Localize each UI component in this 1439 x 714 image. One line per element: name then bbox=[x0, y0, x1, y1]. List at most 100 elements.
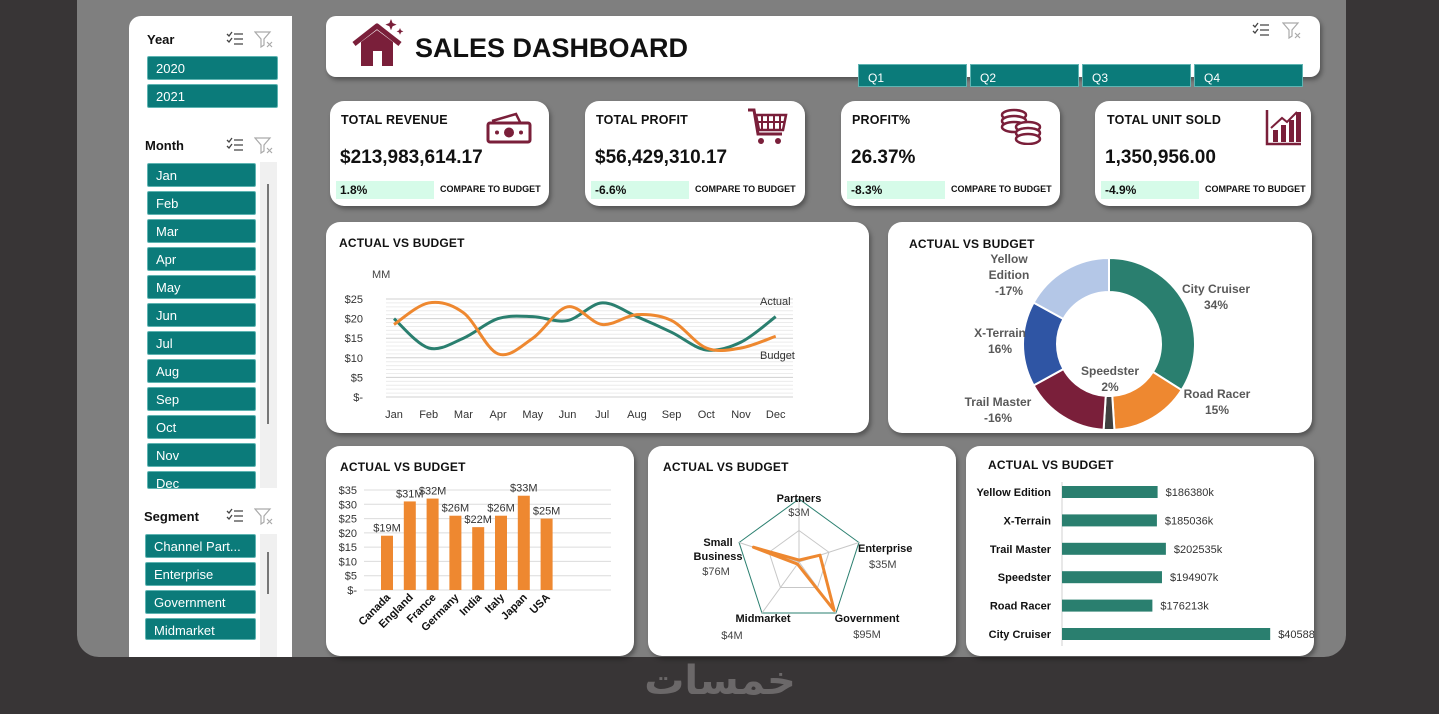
bar bbox=[1062, 542, 1166, 555]
radar-axis-label: Enterprise bbox=[858, 543, 912, 555]
slicer-item-month[interactable]: Apr bbox=[147, 247, 256, 271]
slice-value-label: -17% bbox=[995, 284, 1023, 298]
slicer-item-segment[interactable]: Enterprise bbox=[145, 562, 256, 586]
y-tick-label: $25 bbox=[345, 294, 363, 306]
bar bbox=[1062, 599, 1153, 612]
kpi-compare-label: COMPARE TO BUDGET bbox=[695, 184, 796, 194]
kpi-card-total-profit: TOTAL PROFIT $56,429,310.17 -6.6% COMPAR… bbox=[585, 101, 805, 206]
kpi-compare-label: COMPARE TO BUDGET bbox=[440, 184, 541, 194]
slicer-item-year[interactable]: 2020 bbox=[147, 56, 278, 80]
coins-icon bbox=[1000, 108, 1042, 145]
clear-filter-icon[interactable] bbox=[254, 507, 274, 525]
x-tick-label: Mar bbox=[454, 409, 473, 421]
slicer-item-month[interactable]: Nov bbox=[147, 443, 256, 467]
chart-title: ACTUAL VS BUDGET bbox=[663, 460, 789, 474]
slicer-item-month[interactable]: Oct bbox=[147, 415, 256, 439]
bar-data-label: $176213k bbox=[1160, 601, 1209, 613]
radar-value-label: $95M bbox=[853, 629, 881, 641]
segment-scrollbar[interactable] bbox=[260, 534, 277, 657]
month-scrollbar[interactable] bbox=[260, 162, 277, 488]
slice-value-label: 16% bbox=[988, 342, 1012, 356]
multi-select-icon[interactable] bbox=[226, 507, 244, 525]
radar-grid-ring bbox=[768, 529, 830, 588]
hbar-chart-card: ACTUAL VS BUDGET Yellow Edition $186380k X… bbox=[966, 446, 1314, 656]
kpi-card-profit-percent: PROFIT% 26.37% -8.3% COMPARE TO BUDGET bbox=[841, 101, 1060, 206]
kpi-title: TOTAL UNIT SOLD bbox=[1107, 113, 1222, 127]
kpi-title: TOTAL REVENUE bbox=[341, 113, 448, 127]
y-tick-label: Road Racer bbox=[990, 601, 1052, 613]
y-tick-label: Trail Master bbox=[990, 544, 1052, 556]
y-tick-label: City Cruiser bbox=[989, 629, 1052, 641]
y-tick-label: $25 bbox=[339, 514, 357, 526]
donut-slice-yellow-edition bbox=[1032, 256, 1110, 321]
growth-chart-icon bbox=[1265, 110, 1301, 146]
slicer-item-month[interactable]: Jun bbox=[147, 303, 256, 327]
slicer-item-month[interactable]: May bbox=[147, 275, 256, 299]
bar bbox=[426, 498, 439, 590]
kpi-title: PROFIT% bbox=[852, 113, 911, 127]
kpi-delta: -6.6% bbox=[591, 181, 689, 199]
radar-chart-card: ACTUAL VS BUDGET Partners $3M Enterprise $3… bbox=[648, 446, 956, 656]
bar bbox=[517, 495, 530, 590]
quarter-button-q1[interactable]: Q1 bbox=[858, 64, 967, 87]
slice-value-label: 15% bbox=[1205, 403, 1229, 417]
y-tick-label: $15 bbox=[345, 333, 363, 345]
x-tick-label: Feb bbox=[419, 409, 438, 421]
radar-axis-label: Business bbox=[694, 551, 743, 563]
quarter-button-q4[interactable]: Q4 bbox=[1194, 64, 1303, 87]
y-tick-label: $15 bbox=[339, 542, 357, 554]
x-tick-label: Jan bbox=[385, 409, 403, 421]
slicer-item-month[interactable]: Jan bbox=[147, 163, 256, 187]
slicer-item-month[interactable]: Sep bbox=[147, 387, 256, 411]
slicer-item-month[interactable]: Jul bbox=[147, 331, 256, 355]
year-slicer-title: Year bbox=[147, 32, 175, 47]
x-tick-label: Jun bbox=[559, 409, 577, 421]
kpi-card-total-unit-sold: TOTAL UNIT SOLD 1,350,956.00 -4.9% COMPA… bbox=[1095, 101, 1311, 206]
slicer-item-month[interactable]: Dec bbox=[147, 471, 256, 489]
slice-value-label: 34% bbox=[1204, 298, 1228, 312]
kpi-value: 26.37% bbox=[851, 147, 916, 168]
bar bbox=[1062, 571, 1162, 584]
y-tick-label: Speedster bbox=[998, 572, 1052, 584]
y-tick-label: $10 bbox=[345, 353, 363, 365]
bar-data-label: $202535k bbox=[1174, 544, 1223, 556]
bar-data-label: $194907k bbox=[1170, 572, 1219, 584]
x-tick-label: Aug bbox=[627, 409, 647, 421]
dashboard-title: SALES DASHBOARD bbox=[415, 33, 689, 63]
slicer-item-month[interactable]: Aug bbox=[147, 359, 256, 383]
radar-axis-label: Small bbox=[703, 537, 732, 549]
bar-data-label: $25M bbox=[533, 506, 561, 518]
clear-filter-icon[interactable] bbox=[254, 136, 274, 154]
clear-filter-icon[interactable] bbox=[1282, 21, 1302, 39]
chart-title: ACTUAL VS BUDGET bbox=[988, 458, 1114, 472]
slicer-item-segment[interactable]: Midmarket bbox=[145, 618, 256, 640]
slicer-item-segment[interactable]: Channel Part... bbox=[145, 534, 256, 558]
line-chart: MM $- $5 $10 $15 $20 $25 Jan Feb Mar Apr May Jun Jul A… bbox=[345, 269, 795, 421]
quarter-button-q3[interactable]: Q3 bbox=[1082, 64, 1191, 87]
quarter-button-q2[interactable]: Q2 bbox=[970, 64, 1079, 87]
y-tick-label: $20 bbox=[345, 314, 363, 326]
bar-data-label: $26M bbox=[487, 503, 515, 515]
x-tick-label: Jul bbox=[595, 409, 609, 421]
slice-name-label: Edition bbox=[989, 268, 1030, 282]
watermark-logo: خمسات bbox=[644, 658, 796, 704]
y-tick-label: $35 bbox=[339, 485, 357, 497]
slicer-item-year[interactable]: 2021 bbox=[147, 84, 278, 108]
multi-select-icon[interactable] bbox=[226, 136, 244, 154]
radar-axis-label: Midmarket bbox=[735, 613, 790, 625]
bar bbox=[1062, 628, 1271, 640]
bar-data-label: $22M bbox=[464, 514, 492, 526]
bar bbox=[403, 501, 416, 590]
slicer-item-segment[interactable]: Government bbox=[145, 590, 256, 614]
kpi-compare-label: COMPARE TO BUDGET bbox=[1205, 184, 1306, 194]
chart-title: ACTUAL VS BUDGET bbox=[909, 237, 1035, 251]
kpi-delta: -4.9% bbox=[1101, 181, 1199, 199]
slicer-item-month[interactable]: Mar bbox=[147, 219, 256, 243]
hbar-chart: Yellow Edition $186380k X-Terrain $185036k T… bbox=[976, 482, 1314, 646]
bar bbox=[540, 518, 553, 590]
clear-filter-icon[interactable] bbox=[254, 30, 274, 48]
multi-select-icon[interactable] bbox=[226, 30, 244, 48]
slicer-item-month[interactable]: Feb bbox=[147, 191, 256, 215]
chart-title: ACTUAL VS BUDGET bbox=[340, 460, 466, 474]
multi-select-icon[interactable] bbox=[1252, 21, 1270, 39]
